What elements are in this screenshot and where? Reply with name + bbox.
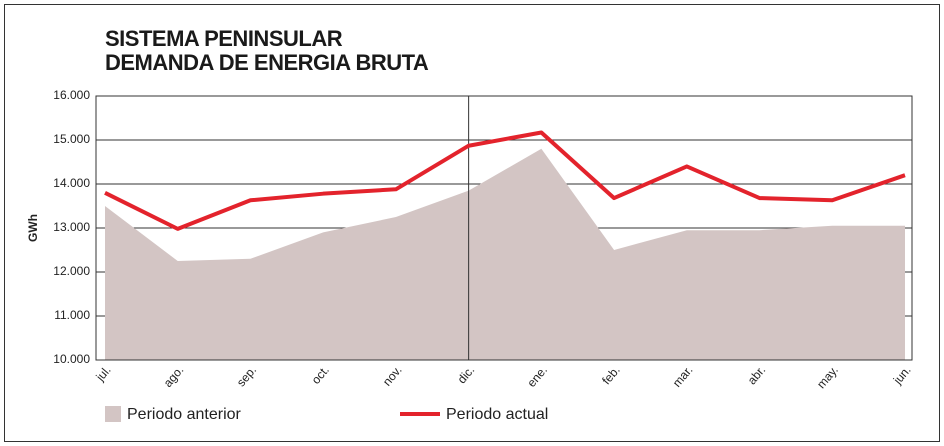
y-tick-label: 12.000 bbox=[53, 264, 90, 278]
chart-subtitle: DEMANDA DE ENERGIA BRUTA bbox=[105, 50, 429, 75]
y-tick-label: 15.000 bbox=[53, 132, 90, 146]
plot bbox=[105, 148, 905, 360]
y-tick-label: 10.000 bbox=[53, 352, 90, 366]
y-tick-label: 14.000 bbox=[53, 176, 90, 190]
line bbox=[104, 130, 906, 231]
legend-label: Periodo actual bbox=[446, 406, 548, 423]
area bbox=[105, 148, 905, 360]
y-tick-label: 11.000 bbox=[54, 308, 90, 322]
y-tick-label: 13.000 bbox=[53, 220, 90, 234]
legend-label: Periodo anterior bbox=[127, 406, 242, 423]
y-axis-label: GWh bbox=[26, 214, 40, 242]
plot-frame bbox=[95, 95, 913, 361]
y-tick-label: 16.000 bbox=[53, 88, 90, 102]
chart-title: SISTEMA PENINSULAR bbox=[105, 26, 343, 51]
legend-swatch bbox=[105, 406, 121, 422]
